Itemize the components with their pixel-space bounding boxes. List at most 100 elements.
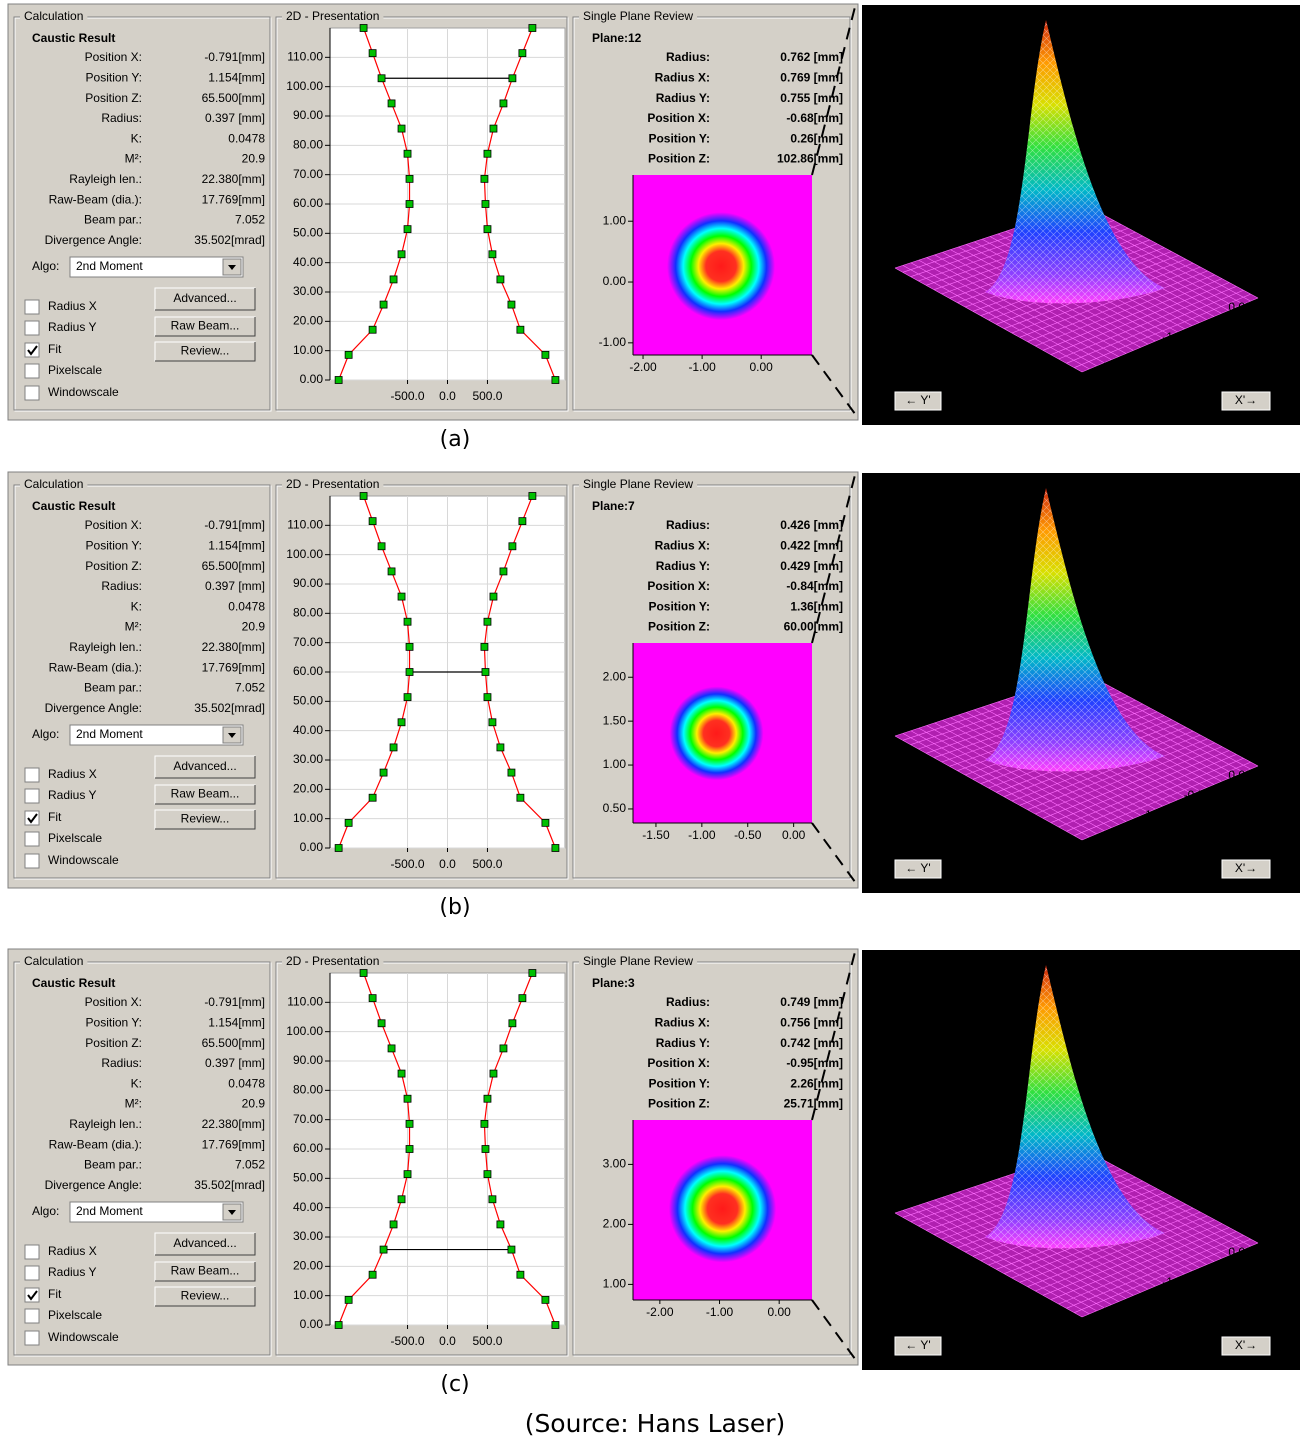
data-point: [519, 518, 526, 525]
checkbox[interactable]: [25, 321, 39, 335]
data-point: [380, 769, 387, 776]
y-tick-label: 1.00: [603, 757, 627, 771]
data-point: [378, 75, 385, 82]
surface-axis-label: 0.50: [1038, 828, 1062, 842]
review-value: 1.36[mm]: [790, 599, 843, 613]
result-label: Divergence Angle:: [45, 701, 142, 715]
checkbox[interactable]: [25, 768, 39, 782]
data-point: [369, 50, 376, 57]
axis-button-label: ← Y': [905, 1338, 930, 1352]
data-point: [390, 744, 397, 751]
page: (Source: Hans Laser) Calculation2D - Pre…: [0, 0, 1303, 1454]
review-value: -0.84[mm]: [786, 579, 843, 593]
checkbox[interactable]: [25, 1245, 39, 1259]
algo-value: 2nd Moment: [76, 1204, 143, 1218]
y-tick-label: 110.00: [287, 518, 323, 532]
data-point: [335, 377, 342, 384]
data-point: [406, 643, 413, 650]
data-point: [529, 970, 536, 977]
review-value: 0.749 [mm]: [780, 995, 843, 1009]
data-point: [406, 669, 413, 676]
result-label: M²:: [125, 620, 142, 634]
result-label: Beam par.:: [84, 681, 142, 695]
x-tick-label: 0.00: [768, 1305, 792, 1319]
data-point: [508, 301, 515, 308]
data-point: [380, 1246, 387, 1253]
result-value: 35.502[mrad]: [194, 1178, 265, 1192]
review-label: Radius:: [666, 518, 710, 532]
y-tick-label: 70.00: [293, 635, 323, 649]
data-point: [360, 493, 367, 500]
surface-axis-label: -2.00: [1098, 1305, 1126, 1319]
checkbox[interactable]: [25, 811, 39, 825]
plane-heading: Plane:7: [592, 499, 635, 513]
result-value: 20.9: [242, 620, 266, 634]
data-point: [398, 1196, 405, 1203]
review-value: 0.756 [mm]: [780, 1015, 843, 1029]
checkbox[interactable]: [25, 343, 39, 357]
result-label: Rayleigh len.:: [69, 172, 142, 186]
x-tick-label: -2.00: [646, 1305, 674, 1319]
data-point: [509, 1020, 516, 1027]
x-tick-label: -1.00: [706, 1305, 734, 1319]
y-tick-label: 10.00: [293, 811, 323, 825]
result-label: K:: [131, 599, 142, 613]
result-value: 0.397 [mm]: [205, 579, 265, 593]
checkbox[interactable]: [25, 300, 39, 314]
checkbox[interactable]: [25, 1266, 39, 1280]
surface-axis-label: -1.00: [1162, 330, 1190, 344]
data-point: [369, 1271, 376, 1278]
checkbox[interactable]: [25, 1309, 39, 1323]
data-point: [489, 251, 496, 258]
checkbox[interactable]: [25, 854, 39, 868]
checkbox-label: Fit: [48, 342, 62, 356]
data-point: [481, 175, 488, 182]
data-point: [398, 593, 405, 600]
data-point: [404, 1095, 411, 1102]
y-tick-label: 110.00: [287, 995, 323, 1009]
checkbox-label: Windowscale: [48, 1330, 119, 1344]
algo-value: 2nd Moment: [76, 259, 143, 273]
y-tick-label: 0.00: [603, 274, 627, 288]
checkbox[interactable]: [25, 364, 39, 378]
data-point: [497, 276, 504, 283]
data-point: [369, 995, 376, 1002]
data-point: [345, 351, 352, 358]
data-point: [490, 125, 497, 132]
data-point: [406, 175, 413, 182]
y-tick-label: 1.00: [603, 213, 627, 227]
checkbox-label: Fit: [48, 810, 62, 824]
review-label: Radius X:: [655, 70, 710, 84]
checkbox[interactable]: [25, 386, 39, 400]
data-point: [517, 326, 524, 333]
result-value: 1.154[mm]: [208, 70, 265, 84]
result-label: Position Z:: [85, 1036, 142, 1050]
surface-axis-label: 2.00: [978, 1276, 1002, 1290]
checkbox[interactable]: [25, 1288, 39, 1302]
checkbox[interactable]: [25, 832, 39, 846]
button-label: Review...: [181, 1289, 230, 1303]
y-tick-label: 10.00: [293, 1288, 323, 1302]
result-value: -0.791[mm]: [204, 518, 265, 532]
result-value: 65.500[mm]: [202, 1036, 265, 1050]
source-note: (Source: Hans Laser): [525, 1409, 786, 1438]
y-tick-label: 90.00: [293, 108, 323, 122]
data-point: [489, 719, 496, 726]
checkbox[interactable]: [25, 1331, 39, 1345]
y-tick-label: 20.00: [293, 314, 323, 328]
y-tick-label: 90.00: [293, 1053, 323, 1067]
review-value: 0.769 [mm]: [780, 70, 843, 84]
result-value: 7.052: [235, 681, 265, 695]
checkbox[interactable]: [25, 789, 39, 803]
data-point: [390, 1221, 397, 1228]
x-tick-label: 0.00: [750, 360, 774, 374]
data-point: [552, 1322, 559, 1329]
data-point: [517, 794, 524, 801]
result-value: 1.154[mm]: [208, 538, 265, 552]
surface-axis-label: 0.00: [978, 331, 1002, 345]
x-tick-label: 0.0: [439, 857, 456, 871]
review-label: Position Z:: [648, 152, 710, 166]
review-label: Radius X:: [655, 538, 710, 552]
result-value: 0.0478: [228, 1076, 265, 1090]
checkbox-label: Pixelscale: [48, 363, 102, 377]
